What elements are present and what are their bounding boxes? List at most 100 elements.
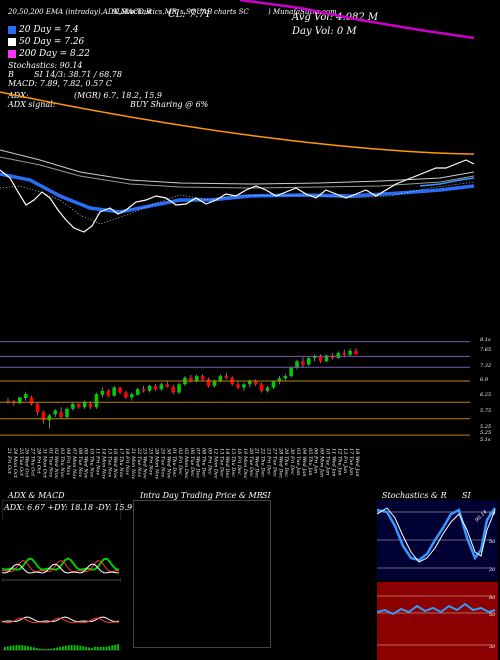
date-tick-label: 11 Fri Nov (94, 448, 100, 475)
date-tick-label: 27 Thu Oct (30, 447, 36, 477)
date-tick-label: 04 Wed Jan (301, 448, 307, 477)
macd-histogram-bar (41, 648, 44, 650)
macd-histogram-bar (15, 645, 18, 650)
date-tick-label: 15 Thu Dec (230, 448, 236, 477)
macd-histogram-bar (62, 646, 64, 650)
intraday-panel-title: Intra Day Trading Price & MR (140, 491, 263, 500)
date-tick-label: 28 Wed Dec (277, 447, 283, 478)
date-tick-label: 18 Fri Nov (124, 448, 130, 475)
adx-panel (2, 500, 121, 660)
candle-body (41, 412, 46, 421)
adx-signal-label: ADX signal: (8, 100, 56, 109)
indicator-tabs-4[interactable]: charts SC (214, 8, 249, 16)
candle-body (312, 356, 317, 359)
stoch-d-line (377, 507, 496, 563)
macd-histogram-bar (108, 646, 111, 650)
date-tick-label: 02 Wed Nov (53, 448, 59, 479)
macd-histogram-bar (67, 645, 70, 650)
candle-body (47, 415, 52, 421)
date-tick-label: 05 Thu Jan (307, 448, 313, 476)
macd-histogram-bar (50, 648, 53, 650)
date-tick-label: 25 Tue Oct (18, 447, 24, 477)
candle-body (59, 412, 63, 418)
price-level-label: 7.32 (480, 363, 491, 369)
macd-histogram-bar (59, 646, 61, 650)
candle-body (124, 392, 128, 398)
price-line (0, 159, 475, 233)
macd-histogram-bar (91, 648, 93, 650)
ema200-text: 200 Day = 8.22 (19, 49, 91, 59)
macd-histogram-bar (114, 644, 116, 650)
indicator-tabs-3[interactable]: s,SQUAB (180, 8, 213, 16)
day-volume: Day Vol: 0 M (292, 26, 357, 37)
price-level-label: 5.75 (480, 408, 491, 414)
date-tick-label: 10 Thu Nov (89, 448, 95, 478)
date-tick-label: 10 Tue Jan (325, 448, 331, 475)
candle-body (118, 387, 122, 393)
ema20-line (0, 172, 475, 214)
candle-body (23, 394, 28, 399)
date-tick-label: 16 Fri Dec (236, 448, 242, 475)
ema-lines (0, 0, 475, 233)
macd-histogram-bar (38, 648, 41, 650)
candle-body (348, 350, 352, 355)
candle-body (112, 387, 116, 396)
adx-minus-di-line (2, 559, 120, 573)
macd-histogram-bar (82, 646, 85, 650)
macd-histogram-bar (64, 645, 67, 650)
date-tick-label: 01 Tue Nov (47, 448, 53, 477)
date-tick-label: 08 Tue Nov (77, 448, 83, 477)
indicator-tabs[interactable]: 20,50,200 EMA (intraday),ADX,MACD,B (8, 8, 151, 16)
stoch-level-label: 80 (489, 511, 496, 517)
ema20-legend: 20 Day = 7.4 (8, 25, 79, 35)
ema-dotted-line (0, 181, 475, 225)
candle-body (200, 376, 205, 380)
macd-histogram-bar (96, 646, 99, 650)
date-tick-label: 28 Fri Oct (35, 447, 41, 475)
price-level-label: 6.9 (480, 377, 489, 383)
date-tick-label: 09 Wed Nov (83, 448, 89, 479)
candle-body (130, 394, 134, 398)
candle-body (100, 390, 105, 395)
adx-line (2, 563, 120, 574)
close-price: CL: 7.71 (168, 9, 212, 20)
ema200-line (239, 0, 475, 40)
candle-body (17, 397, 22, 404)
date-tick-label: 24 Mon Oct (12, 447, 18, 479)
macd-histogram-bar (117, 644, 119, 650)
candle-body (242, 384, 246, 388)
candle-body (35, 403, 40, 413)
candle-body (342, 353, 347, 355)
ema200-legend: 200 Day = 8.22 (8, 49, 90, 59)
macd-histogram-bar (85, 646, 87, 650)
date-tick-label: 04 Fri Nov (65, 448, 71, 475)
date-tick-label: 18 Wed Jan (354, 448, 360, 477)
b-label: B (8, 70, 14, 79)
stoch-panel-title: Stochastics & R (382, 491, 447, 500)
macd-histogram-bar (99, 647, 102, 650)
buy-signal: BUY Sharing @ 6% (130, 100, 209, 109)
date-tick-label: 09 Fri Dec (207, 448, 213, 475)
macd-histogram-bar (21, 645, 24, 650)
date-tick-label: 08 Thu Dec (201, 448, 207, 477)
macd-histogram-bar (35, 648, 38, 650)
macd-histogram-bar (27, 646, 29, 650)
date-tick-label: 22 Tue Nov (136, 447, 142, 477)
date-tick-label: 21 Fri Oct (6, 447, 12, 475)
date-tick-label: 15 Tue Nov (106, 448, 112, 477)
candle-body (141, 389, 146, 391)
si-level-label: 30 (489, 644, 496, 650)
macd-histogram-bar (33, 647, 35, 650)
date-tick-label: 19 Mon Dec (242, 448, 248, 479)
adx-values: ADX: 6.67 +DY: 18.18 -DY: 15.9 (4, 503, 133, 512)
price-levels: 8.1s7.657.326.96.255.755.255.255.1s (0, 337, 491, 443)
candle-body (259, 384, 264, 391)
candle-body (106, 390, 111, 396)
candle-body (153, 385, 158, 390)
indicator-tabs-2[interactable]: SI,Stochastics,MR (112, 8, 178, 16)
candle-body (53, 410, 57, 415)
macd-histogram-bar (53, 648, 56, 650)
macd-histogram-bar (56, 647, 58, 650)
adx-plus-di-line (2, 557, 120, 571)
